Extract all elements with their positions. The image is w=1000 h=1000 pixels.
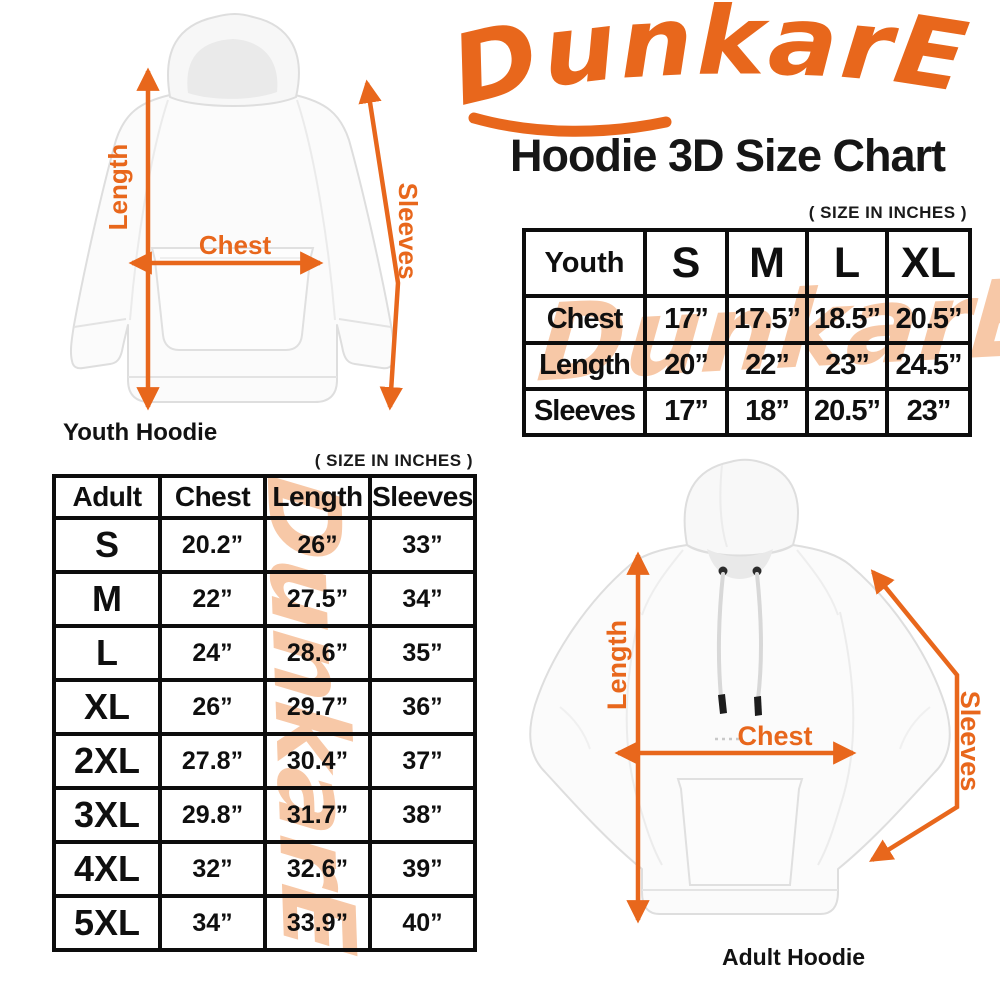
adult-2xl-length: 30.4” xyxy=(263,732,372,791)
adult-l-chest: 24” xyxy=(158,624,267,683)
adult-row-xl: XL 26” 29.7” 36” xyxy=(52,678,477,737)
youth-length-s: 20” xyxy=(643,340,729,391)
adult-s-chest: 20.2” xyxy=(158,516,267,575)
youth-sleeves-arrow xyxy=(358,79,403,411)
svg-text:DunkarE: DunkarE xyxy=(448,2,976,128)
adult-size-3xl: 3XL xyxy=(52,786,162,845)
youth-row-label-chest: Chest xyxy=(522,294,647,345)
adult-xl-chest: 26” xyxy=(158,678,267,737)
adult-row-l: L 24” 28.6” 35” xyxy=(52,624,477,683)
youth-size-table: Youth S M L XL Chest 17” 17.5” 18.5” 20.… xyxy=(522,227,972,438)
adult-chest-label: Chest xyxy=(737,721,812,751)
adult-4xl-sleeves: 39” xyxy=(368,840,477,899)
adult-col-chest: Chest xyxy=(158,473,267,521)
adult-sleeves-label: Sleeves xyxy=(955,691,985,792)
logo-swoosh xyxy=(468,112,672,137)
adult-row-3xl: 3XL 29.8” 31.7” 38” xyxy=(52,786,477,845)
youth-length-m: 22” xyxy=(725,340,809,391)
youth-hoodie-caption: Youth Hoodie xyxy=(63,419,218,446)
youth-table-corner: Youth xyxy=(522,227,647,299)
youth-sleeves-l: 20.5” xyxy=(805,386,889,438)
adult-row-m: M 22” 27.5” 34” xyxy=(52,570,477,629)
adult-length-label: Length xyxy=(602,620,632,710)
adult-5xl-sleeves: 40” xyxy=(368,894,477,952)
adult-xl-sleeves: 36” xyxy=(368,678,477,737)
page-title: Hoodie 3D Size Chart xyxy=(509,130,946,181)
youth-col-xl: XL xyxy=(885,227,972,299)
adult-4xl-chest: 32” xyxy=(158,840,267,899)
adult-m-chest: 22” xyxy=(158,570,267,629)
adult-3xl-sleeves: 38” xyxy=(368,786,477,845)
youth-sleeves-label: Sleeves xyxy=(393,183,423,280)
adult-units-note: ( SIZE IN INCHES ) xyxy=(314,451,473,470)
youth-length-label: Length xyxy=(103,144,133,231)
adult-hoodie-diagram: Length Chest Sleeves xyxy=(529,458,985,924)
youth-hoodie-diagram: Length Chest Sleeves xyxy=(69,13,423,411)
adult-size-m: M xyxy=(52,570,162,629)
adult-size-2xl: 2XL xyxy=(52,732,162,791)
adult-s-sleeves: 33” xyxy=(368,516,477,575)
adult-sleeves-arrow xyxy=(869,569,960,862)
adult-size-s: S xyxy=(52,516,162,575)
adult-l-length: 28.6” xyxy=(263,624,372,683)
adult-size-5xl: 5XL xyxy=(52,894,162,952)
youth-chest-l: 18.5” xyxy=(805,294,889,345)
adult-3xl-length: 31.7” xyxy=(263,786,372,845)
adult-row-2xl: 2XL 27.8” 30.4” 37” xyxy=(52,732,477,791)
youth-length-xl: 24.5” xyxy=(885,340,972,391)
adult-5xl-length: 33.9” xyxy=(263,894,372,952)
youth-measurement-arrows xyxy=(128,67,403,411)
adult-size-xl: XL xyxy=(52,678,162,737)
youth-sleeves-xl: 23” xyxy=(885,386,972,438)
adult-xl-length: 29.7” xyxy=(263,678,372,737)
youth-row-label-length: Length xyxy=(522,340,647,391)
adult-row-4xl: 4XL 32” 32.6” 39” xyxy=(52,840,477,899)
adult-size-table: Adult Chest Length Sleeves S 20.2” 26” 3… xyxy=(52,473,477,952)
adult-size-4xl: 4XL xyxy=(52,840,162,899)
youth-sleeves-m: 18” xyxy=(725,386,809,438)
youth-chest-s: 17” xyxy=(643,294,729,345)
adult-s-length: 26” xyxy=(263,516,372,575)
youth-header-row: Youth S M L XL xyxy=(522,227,972,299)
youth-chest-xl: 20.5” xyxy=(885,294,972,345)
adult-col-length: Length xyxy=(263,473,372,521)
youth-row-label-sleeves: Sleeves xyxy=(522,386,647,438)
adult-header-row: Adult Chest Length Sleeves xyxy=(52,473,477,521)
adult-hoodie-drawing xyxy=(529,458,951,915)
youth-chest-label: Chest xyxy=(199,230,272,260)
youth-col-s: S xyxy=(643,227,729,299)
youth-col-l: L xyxy=(805,227,889,299)
youth-chest-m: 17.5” xyxy=(725,294,809,345)
adult-m-length: 27.5” xyxy=(263,570,372,629)
youth-col-m: M xyxy=(725,227,809,299)
adult-col-sleeves: Sleeves xyxy=(368,473,477,521)
youth-chest-row: Chest 17” 17.5” 18.5” 20.5” xyxy=(522,294,972,345)
adult-size-l: L xyxy=(52,624,162,683)
adult-2xl-chest: 27.8” xyxy=(158,732,267,791)
adult-m-sleeves: 34” xyxy=(368,570,477,629)
adult-2xl-sleeves: 37” xyxy=(368,732,477,791)
youth-units-note: ( SIZE IN INCHES ) xyxy=(808,203,967,222)
adult-measurement-arrows xyxy=(614,551,960,924)
brand-logo: DunkarE xyxy=(448,2,976,137)
adult-5xl-chest: 34” xyxy=(158,894,267,952)
adult-l-sleeves: 35” xyxy=(368,624,477,683)
brand-logo-text: DunkarE xyxy=(448,2,974,128)
youth-sleeves-s: 17” xyxy=(643,386,729,438)
youth-length-l: 23” xyxy=(805,340,889,391)
adult-3xl-chest: 29.8” xyxy=(158,786,267,845)
adult-table-corner: Adult xyxy=(52,473,162,521)
youth-sleeves-row: Sleeves 17” 18” 20.5” 23” xyxy=(522,386,972,438)
adult-row-s: S 20.2” 26” 33” xyxy=(52,516,477,575)
youth-length-row: Length 20” 22” 23” 24.5” xyxy=(522,340,972,391)
adult-4xl-length: 32.6” xyxy=(263,840,372,899)
adult-row-5xl: 5XL 34” 33.9” 40” xyxy=(52,894,477,952)
adult-hoodie-caption: Adult Hoodie xyxy=(722,944,866,970)
